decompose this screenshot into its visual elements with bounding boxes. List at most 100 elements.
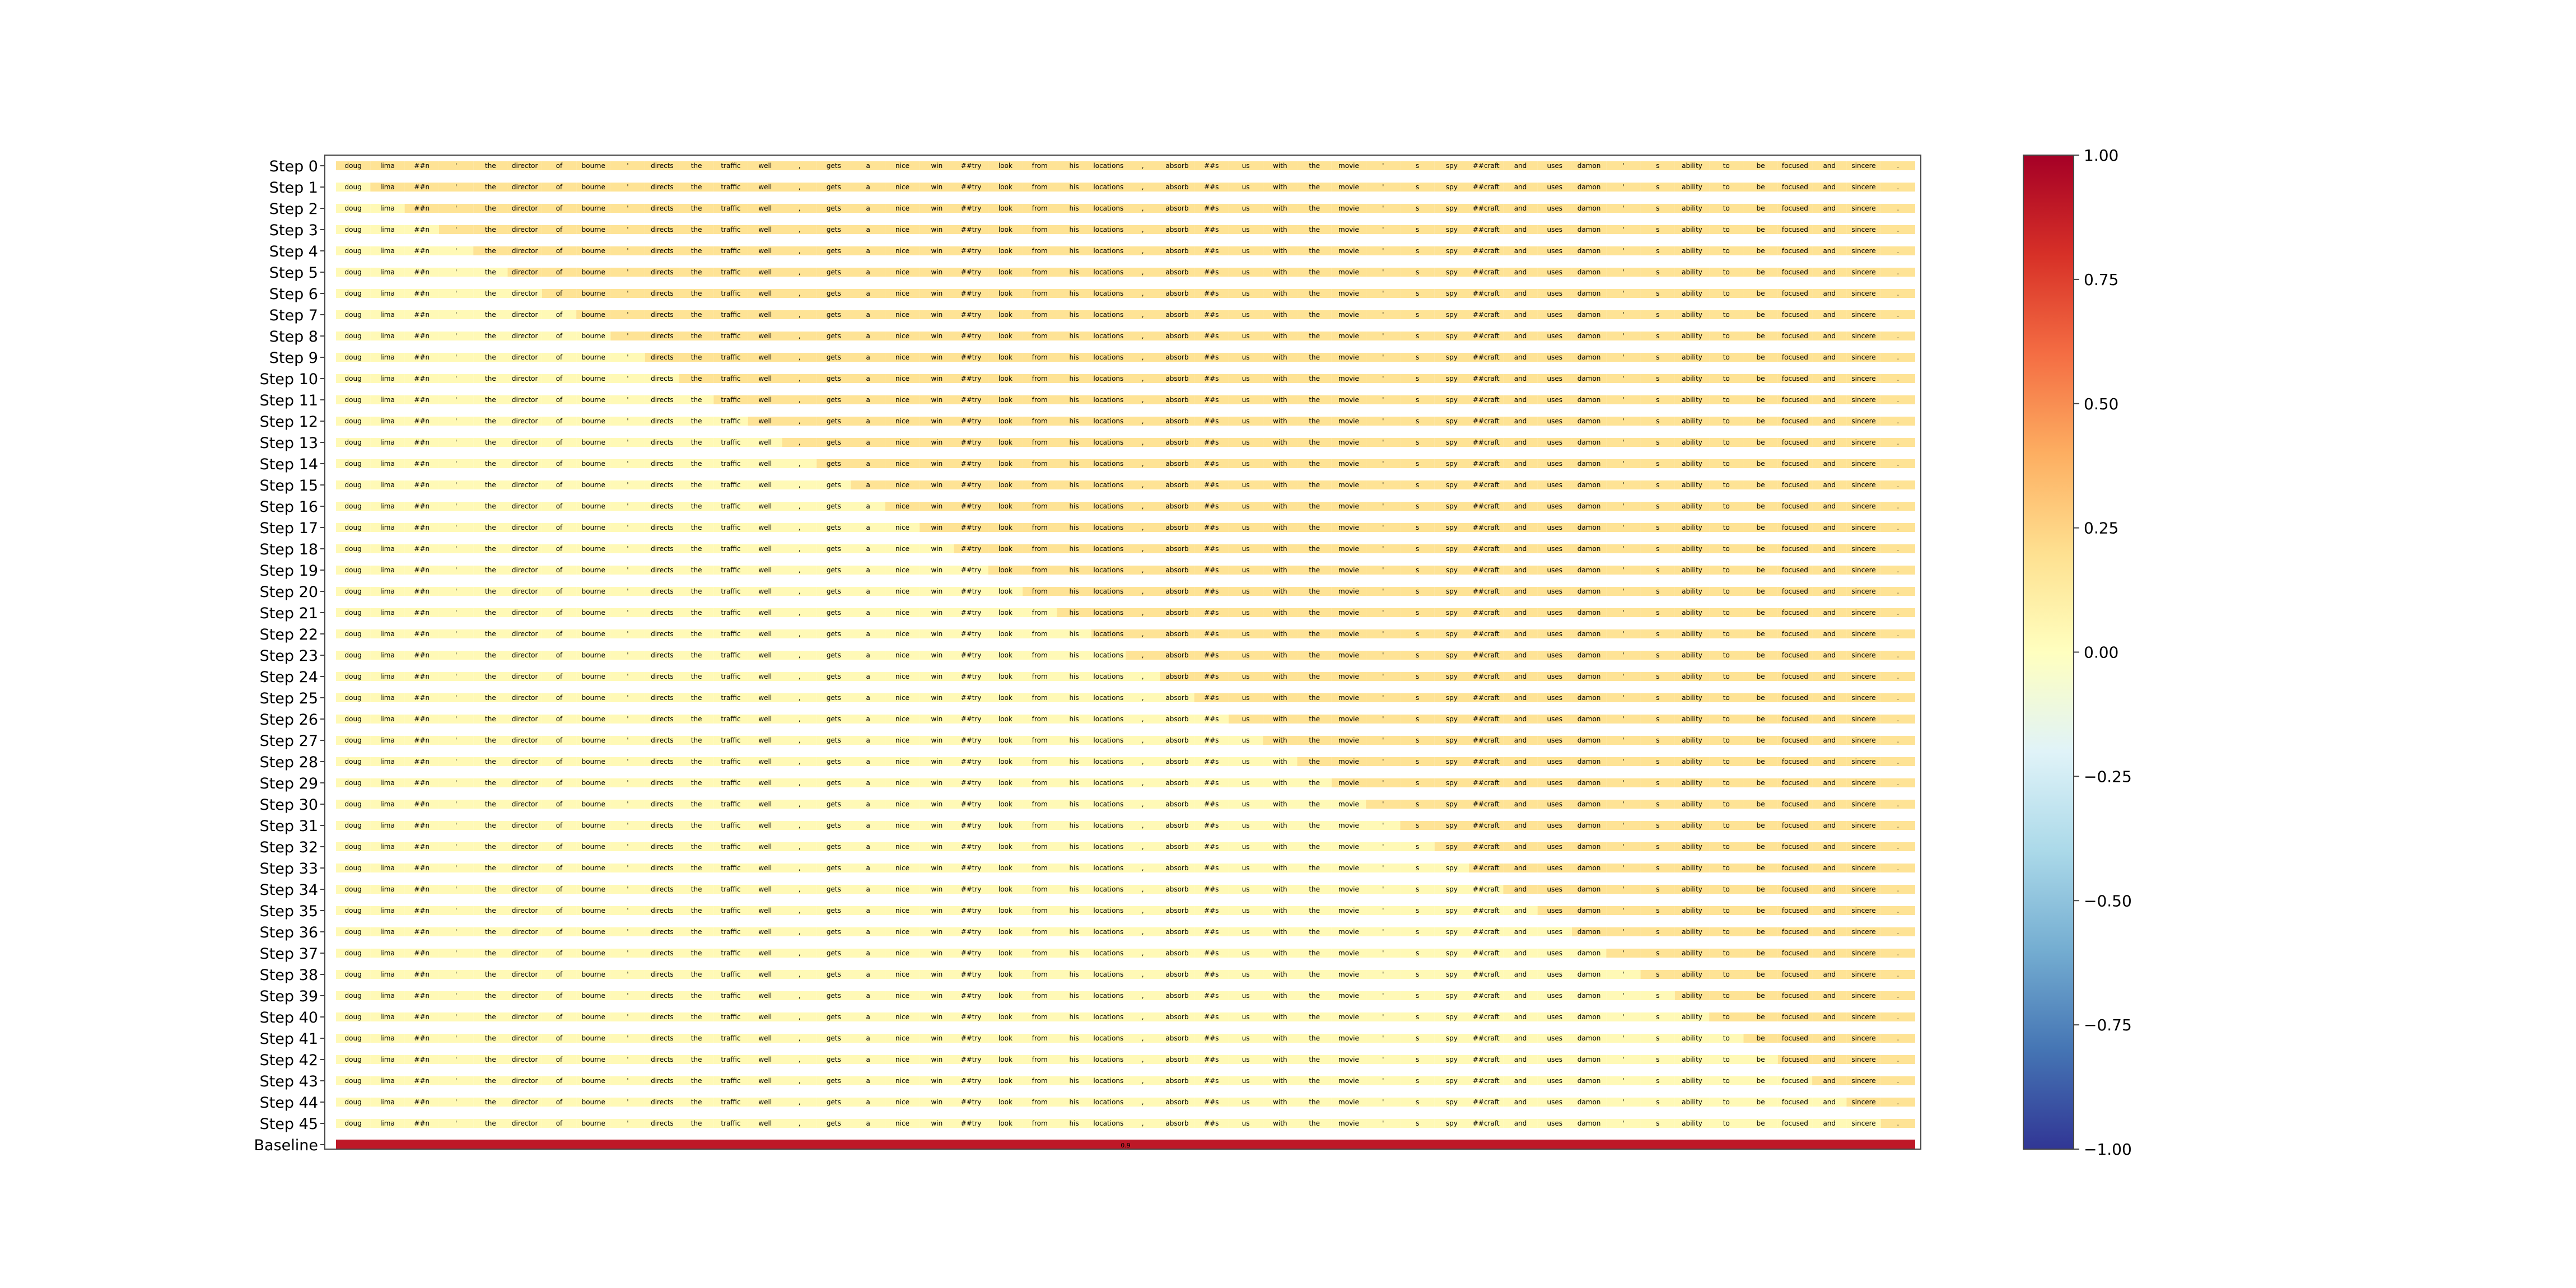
token-label: ##craft: [1473, 162, 1500, 170]
heat-cell: [679, 161, 714, 170]
token-label: us: [1242, 800, 1250, 808]
token-label: uses: [1547, 481, 1563, 489]
heat-cell: [1846, 246, 1881, 255]
token-label: of: [556, 247, 563, 255]
token-label: movie: [1338, 843, 1359, 851]
token-label: damon: [1578, 1098, 1601, 1106]
heat-cell: [1194, 246, 1229, 255]
token-label: us: [1242, 438, 1250, 446]
token-label: ##craft: [1473, 928, 1500, 936]
token-label: nice: [895, 290, 909, 297]
token-label: his: [1069, 332, 1079, 340]
token-label: ##try: [961, 545, 982, 553]
token-label: s: [1656, 481, 1659, 489]
heat-cell: [988, 289, 1023, 298]
token-label: absorb: [1165, 970, 1188, 978]
token-label: lima: [380, 758, 395, 766]
token-label: a: [866, 630, 870, 638]
token-label: .: [1897, 800, 1899, 808]
heat-cell: [576, 225, 611, 234]
token-label: win: [931, 353, 942, 361]
token-label: be: [1757, 396, 1765, 404]
token-label: ': [1382, 226, 1384, 234]
token-label: bourne: [582, 758, 605, 766]
token-label: from: [1032, 375, 1048, 382]
token-label: uses: [1547, 843, 1563, 851]
heat-cell: [1503, 289, 1538, 298]
token-label: nice: [895, 247, 909, 255]
token-label: the: [691, 183, 702, 191]
heat-cell: [370, 332, 405, 340]
token-label: the: [691, 247, 702, 255]
token-label: ##craft: [1473, 970, 1500, 978]
token-label: and: [1514, 545, 1527, 553]
token-label: win: [931, 673, 942, 680]
heat-cell: [1091, 225, 1126, 234]
token-label: locations: [1093, 353, 1123, 361]
token-label: spy: [1446, 651, 1458, 659]
heat-cell: [782, 268, 817, 277]
token-label: ##craft: [1473, 353, 1500, 361]
token-label: director: [512, 502, 538, 510]
token-label: the: [1309, 822, 1320, 829]
token-label: well: [758, 822, 772, 829]
token-label: win: [931, 1077, 942, 1085]
token-label: ,: [799, 715, 801, 723]
token-label: director: [512, 1056, 538, 1063]
token-label: gets: [827, 524, 841, 531]
row-label: Step 18: [260, 541, 318, 558]
token-label: s: [1416, 587, 1419, 595]
token-label: ': [455, 1056, 457, 1063]
token-label: traffic: [721, 332, 740, 340]
token-label: damon: [1578, 247, 1601, 255]
token-label: locations: [1093, 396, 1123, 404]
token-label: lima: [380, 545, 395, 553]
token-label: look: [998, 162, 1012, 170]
token-label: well: [758, 1034, 772, 1042]
token-label: directs: [651, 375, 674, 382]
token-label: with: [1273, 183, 1287, 191]
token-label: s: [1416, 438, 1419, 446]
token-label: doug: [345, 609, 362, 617]
token-label: be: [1757, 885, 1765, 893]
heat-cell: [1297, 310, 1332, 319]
token-label: s: [1656, 800, 1659, 808]
token-label: uses: [1547, 1098, 1563, 1106]
token-label: ##try: [961, 864, 982, 872]
token-label: focused: [1782, 1119, 1808, 1127]
token-label: ##n: [414, 1034, 430, 1042]
token-label: and: [1823, 694, 1836, 702]
token-label: the: [691, 438, 702, 446]
token-label: the: [485, 992, 496, 1000]
token-label: directs: [651, 587, 674, 595]
token-label: of: [556, 907, 563, 914]
token-label: ##n: [414, 1098, 430, 1106]
token-label: uses: [1547, 290, 1563, 297]
token-label: absorb: [1165, 502, 1188, 510]
token-label: sincere: [1851, 438, 1875, 446]
heat-cell: [1297, 161, 1332, 170]
token-label: traffic: [721, 843, 740, 851]
token-label: ,: [1142, 162, 1144, 170]
token-label: ': [455, 247, 457, 255]
heat-cell: [1366, 310, 1401, 319]
token-label: ##try: [961, 162, 982, 170]
token-label: spy: [1446, 609, 1458, 617]
token-label: locations: [1093, 502, 1123, 510]
token-label: look: [998, 204, 1012, 212]
token-label: locations: [1093, 885, 1123, 893]
token-label: ': [1382, 736, 1384, 744]
token-label: and: [1514, 247, 1527, 255]
token-label: ##s: [1204, 332, 1219, 340]
token-label: a: [866, 502, 870, 510]
token-label: look: [998, 226, 1012, 234]
heat-cell: [920, 310, 954, 319]
token-label: and: [1823, 651, 1836, 659]
heat-cell: [1846, 161, 1881, 170]
token-label: well: [758, 651, 772, 659]
token-label: uses: [1547, 715, 1563, 723]
token-label: locations: [1093, 822, 1123, 829]
token-label: ': [1622, 204, 1624, 212]
row-label: Step 3: [269, 222, 318, 239]
token-label: bourne: [582, 864, 605, 872]
